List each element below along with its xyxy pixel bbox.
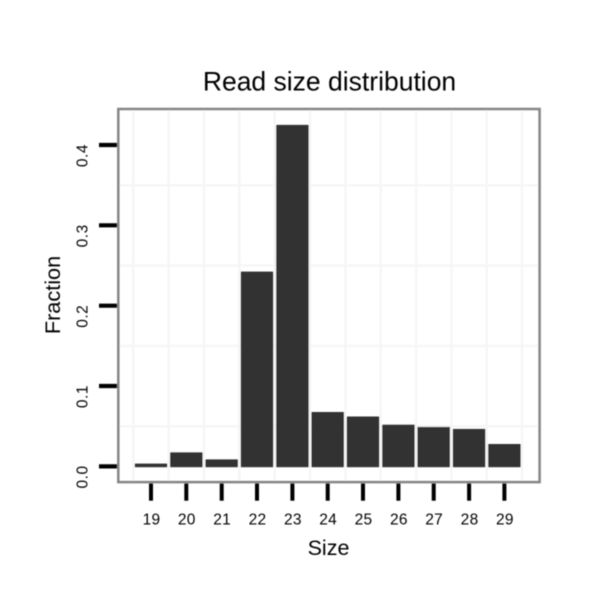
- svg-text:0.0: 0.0: [74, 465, 91, 488]
- svg-text:24: 24: [319, 511, 337, 528]
- svg-text:Size: Size: [308, 536, 350, 560]
- svg-text:27: 27: [425, 511, 443, 528]
- svg-text:26: 26: [390, 511, 408, 528]
- svg-text:20: 20: [178, 511, 196, 528]
- svg-text:28: 28: [461, 511, 479, 528]
- svg-text:21: 21: [213, 511, 231, 528]
- svg-text:Read size distribution: Read size distribution: [203, 67, 456, 97]
- svg-text:22: 22: [249, 511, 267, 528]
- svg-text:0.2: 0.2: [74, 305, 91, 328]
- svg-text:Fraction: Fraction: [40, 256, 65, 334]
- svg-text:0.1: 0.1: [74, 385, 91, 408]
- svg-text:0.3: 0.3: [74, 224, 91, 247]
- svg-text:23: 23: [284, 511, 302, 528]
- svg-text:0.4: 0.4: [74, 144, 91, 167]
- svg-text:25: 25: [355, 511, 373, 528]
- svg-text:19: 19: [143, 511, 161, 528]
- svg-text:29: 29: [496, 511, 514, 528]
